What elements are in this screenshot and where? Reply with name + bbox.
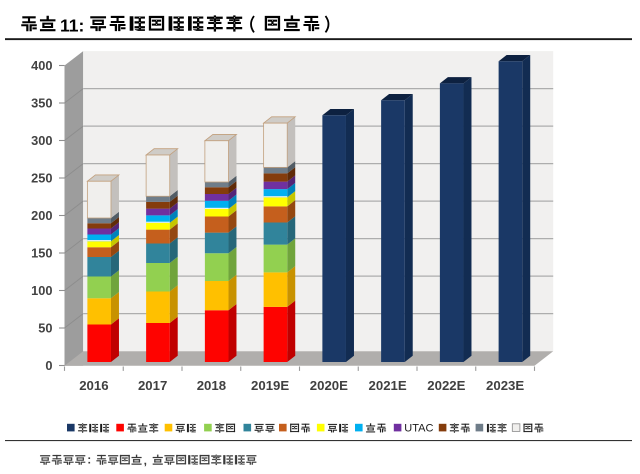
svg-text:400: 400 [31, 58, 52, 73]
svg-text:350: 350 [31, 96, 52, 111]
svg-text:2020E: 2020E [310, 378, 348, 393]
svg-text:,: , [144, 454, 147, 468]
svg-text:11:: 11: [60, 16, 84, 36]
svg-text:200: 200 [31, 208, 52, 223]
svg-text:300: 300 [31, 133, 52, 148]
svg-text::: : [87, 453, 91, 467]
svg-text:100: 100 [31, 283, 52, 298]
svg-text:50: 50 [38, 321, 52, 336]
svg-text:UTAC: UTAC [404, 423, 433, 435]
svg-text:2022E: 2022E [427, 378, 465, 393]
svg-text:2019E: 2019E [251, 378, 289, 393]
svg-text:150: 150 [31, 246, 52, 261]
svg-text:2018: 2018 [197, 378, 226, 393]
svg-text:0: 0 [45, 358, 52, 373]
svg-text:250: 250 [31, 171, 52, 186]
svg-text:2017: 2017 [138, 378, 167, 393]
svg-text:2016: 2016 [79, 378, 108, 393]
svg-text:2023E: 2023E [486, 378, 524, 393]
svg-text:2021E: 2021E [369, 378, 407, 393]
